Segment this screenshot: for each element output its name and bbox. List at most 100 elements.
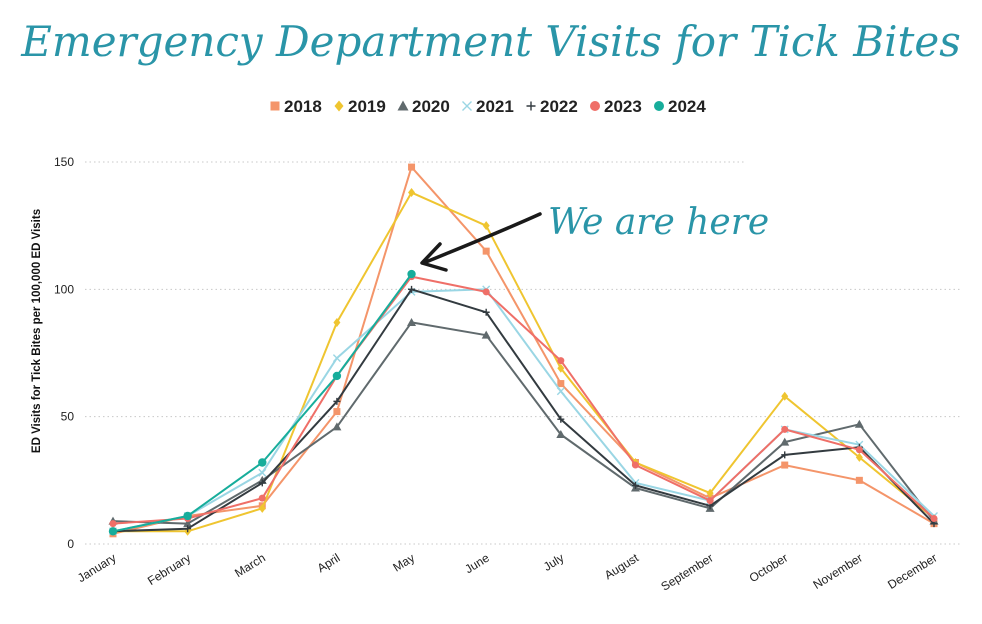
- data-point: [855, 446, 863, 454]
- legend-label: 2020: [412, 97, 450, 116]
- y-tick-label: 100: [54, 282, 74, 296]
- data-point: [407, 269, 416, 279]
- series-2022: [109, 285, 938, 535]
- series-line-2022: [112, 288, 935, 533]
- x-tick-label: October: [747, 551, 791, 585]
- data-point: [930, 515, 938, 523]
- data-point: [258, 479, 266, 487]
- data-point: [184, 525, 192, 533]
- legend-item-2018: 2018: [270, 97, 322, 116]
- annotation-we-are-here: We are here: [420, 202, 769, 272]
- data-point: [557, 380, 565, 388]
- data-point: [781, 451, 789, 459]
- series-line-2020: [112, 321, 935, 525]
- data-point: [557, 357, 565, 365]
- legend-item-2019: 2019: [334, 97, 386, 116]
- x-tick-label: December: [885, 551, 939, 592]
- annotation-text: We are here: [548, 202, 769, 243]
- legend-item-2021: 2021: [462, 97, 514, 116]
- annotation-arrowhead: [420, 242, 448, 272]
- data-point: [183, 519, 193, 528]
- data-point: [334, 100, 344, 112]
- series-line-2019: [113, 191, 935, 533]
- data-point: [482, 221, 490, 231]
- series-layer: [108, 163, 939, 538]
- data-point: [781, 461, 789, 469]
- data-point: [855, 476, 863, 484]
- data-point: [258, 468, 267, 477]
- x-tick-label: April: [315, 551, 343, 576]
- data-point: [557, 363, 565, 373]
- data-point: [332, 371, 342, 381]
- legend-label: 2021: [476, 97, 514, 116]
- annotation-arrow: [424, 212, 542, 264]
- legend-label: 2022: [540, 97, 578, 116]
- series-2019: [109, 188, 938, 536]
- data-point: [258, 458, 267, 467]
- legend-item-2024: 2024: [654, 97, 706, 116]
- data-point: [631, 481, 639, 489]
- data-point: [557, 415, 565, 423]
- data-point: [556, 387, 565, 396]
- data-point: [270, 101, 280, 111]
- x-tick-label: May: [390, 551, 417, 575]
- data-point: [258, 494, 266, 502]
- series-2024: [108, 269, 416, 536]
- legend-item-2023: 2023: [590, 97, 642, 116]
- legend-label: 2023: [604, 97, 642, 116]
- data-point: [333, 397, 341, 405]
- data-point: [109, 520, 117, 528]
- y-tick-label: 150: [54, 155, 74, 169]
- data-point: [781, 425, 789, 433]
- x-tick-label: November: [811, 551, 865, 592]
- x-tick-label: August: [602, 550, 642, 582]
- legend-item-2020: 2020: [397, 97, 450, 116]
- data-point: [556, 429, 566, 438]
- y-tick-label: 50: [61, 410, 75, 424]
- x-tick-label: September: [658, 551, 715, 594]
- data-point: [706, 497, 714, 505]
- data-point: [462, 101, 472, 111]
- data-point: [706, 488, 714, 498]
- chart-legend: 2018 2019 2020 2021 2022 2023 2024: [270, 97, 706, 116]
- series-line-2018: [112, 166, 935, 535]
- series-line-2023: [112, 275, 935, 525]
- x-tick-label: July: [541, 551, 567, 574]
- x-tick-label: February: [145, 551, 193, 588]
- data-point: [408, 163, 416, 171]
- data-point: [108, 527, 118, 536]
- x-axis-ticks: January February March April May June July Augu…: [75, 550, 940, 593]
- data-point: [408, 188, 416, 198]
- y-tick-label: 0: [67, 537, 74, 551]
- data-point: [407, 317, 417, 326]
- data-point: [526, 101, 536, 111]
- data-point: [482, 247, 490, 255]
- data-point: [854, 419, 864, 428]
- data-point: [332, 422, 342, 431]
- chart-title: Emergency Department Visits for Tick Bit…: [20, 17, 961, 66]
- data-point: [631, 461, 639, 469]
- legend-label: 2018: [284, 97, 322, 116]
- data-point: [590, 101, 600, 111]
- data-point: [481, 330, 491, 339]
- data-point: [183, 511, 192, 521]
- series-2023: [109, 273, 938, 528]
- data-point: [333, 408, 341, 416]
- legend-label: 2024: [668, 97, 706, 116]
- y-axis-ticks: 0 50 100 150: [54, 155, 74, 551]
- data-point: [482, 308, 490, 316]
- data-point: [397, 100, 409, 111]
- data-point: [780, 437, 790, 446]
- legend-label: 2019: [348, 97, 386, 116]
- legend-item-2022: 2022: [526, 97, 578, 116]
- series-2020: [108, 317, 939, 528]
- x-tick-label: January: [75, 551, 119, 586]
- data-point: [332, 354, 341, 363]
- data-point: [482, 288, 490, 296]
- x-tick-label: June: [462, 551, 492, 577]
- data-point: [781, 391, 789, 401]
- data-point: [258, 503, 266, 513]
- x-tick-label: March: [232, 551, 268, 581]
- y-axis-label: ED Visits for Tick Bites per 100,000 ED …: [31, 209, 43, 453]
